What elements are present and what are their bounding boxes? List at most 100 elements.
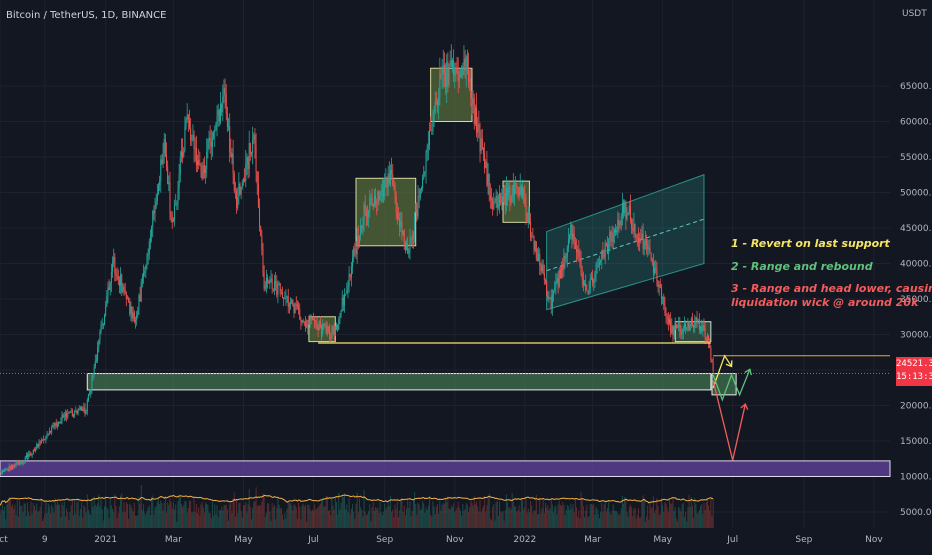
candle-body	[701, 326, 703, 332]
volume-bar	[509, 506, 511, 528]
volume-bar	[458, 507, 460, 528]
candle-body	[139, 295, 141, 302]
candle-body	[295, 304, 297, 305]
candle-body	[167, 166, 169, 185]
candle-body	[146, 255, 148, 265]
volume-bar	[240, 511, 242, 528]
volume-bar	[35, 509, 37, 528]
candle-body	[282, 292, 284, 298]
candle-body	[314, 318, 316, 322]
candle-body	[474, 107, 476, 125]
candle-body	[683, 323, 685, 328]
candle-body	[380, 191, 382, 197]
volume-bar	[480, 511, 482, 528]
candle-body	[74, 412, 76, 416]
volume-bar	[264, 516, 266, 528]
volume-bar	[120, 495, 122, 528]
volume-bar	[548, 510, 550, 528]
candle-body	[234, 190, 236, 192]
zone-range-box	[430, 67, 473, 122]
candle-body	[63, 415, 65, 418]
volume-bar	[6, 504, 8, 528]
candle-body	[32, 450, 34, 454]
volume-bar	[94, 504, 96, 528]
candle-body	[324, 324, 326, 327]
volume-bar	[198, 507, 200, 528]
candle-body	[268, 281, 270, 284]
candle-body	[553, 290, 555, 296]
candle-body	[611, 236, 613, 242]
volume-bar	[191, 512, 193, 528]
candle-body	[507, 187, 509, 196]
candle-body	[290, 302, 292, 305]
volume-bar	[580, 491, 582, 528]
volume-bar	[172, 502, 174, 528]
volume-bar	[680, 511, 682, 528]
candle-body	[426, 147, 428, 153]
volume-bar	[601, 502, 603, 528]
candle-body	[508, 185, 510, 196]
candle-body	[228, 126, 230, 128]
volume-bar	[217, 516, 219, 528]
volume-bar	[686, 521, 688, 528]
volume-bar	[332, 505, 334, 528]
candle-body	[245, 163, 247, 182]
volume-bar	[253, 501, 255, 528]
volume-bar	[102, 520, 104, 528]
volume-bar	[531, 505, 533, 528]
volume-bar	[138, 496, 140, 528]
candle-body	[708, 335, 710, 344]
volume-bar	[385, 509, 387, 528]
candle-body	[455, 67, 457, 69]
candle-body	[267, 277, 269, 282]
annotation-text: liquidation wick @ around 20k	[731, 296, 919, 309]
candle-body	[265, 277, 267, 287]
candle-body	[202, 165, 204, 179]
candle-body	[69, 411, 71, 414]
volume-bar	[408, 507, 410, 528]
volume-bar	[681, 504, 683, 528]
candle-body	[655, 268, 657, 270]
candle-body	[99, 332, 101, 341]
volume-bar	[160, 500, 162, 528]
volume-bar	[557, 504, 559, 528]
candle-body	[681, 332, 683, 335]
candle-body	[488, 174, 490, 196]
candle-body	[550, 297, 552, 309]
volume-bar	[16, 500, 18, 528]
volume-bar	[595, 506, 597, 528]
candle-body	[633, 223, 635, 232]
candle-body	[112, 263, 114, 272]
candle-body	[174, 205, 176, 221]
volume-bar	[563, 504, 565, 528]
y-tick-label: 65000.00	[900, 82, 932, 92]
candle-body	[113, 257, 115, 264]
volume-bar	[282, 514, 284, 528]
y-tick-label: 35000.00	[900, 295, 932, 305]
volume-bar	[433, 506, 435, 528]
volume-bar	[24, 503, 26, 528]
candle-body	[186, 114, 188, 120]
candle-body	[639, 237, 641, 243]
candle-body	[555, 281, 557, 288]
volume-bar	[265, 512, 267, 528]
candle-body	[387, 173, 389, 188]
volume-bar	[689, 506, 691, 528]
candle-body	[348, 274, 350, 287]
candle-body	[162, 153, 164, 164]
candle-body	[615, 229, 617, 233]
y-tick-label: 30000.00	[900, 331, 932, 341]
volume-bar	[515, 506, 517, 528]
candle-body	[147, 253, 149, 256]
volume-bar	[592, 504, 594, 528]
candle-body	[283, 297, 285, 300]
candle-body	[170, 213, 172, 218]
volume-bar	[454, 512, 456, 528]
candle-body	[565, 257, 567, 259]
volume-bar	[249, 506, 251, 528]
volume-bar	[210, 518, 212, 528]
candle-body	[216, 115, 218, 124]
candle-body	[634, 223, 636, 235]
